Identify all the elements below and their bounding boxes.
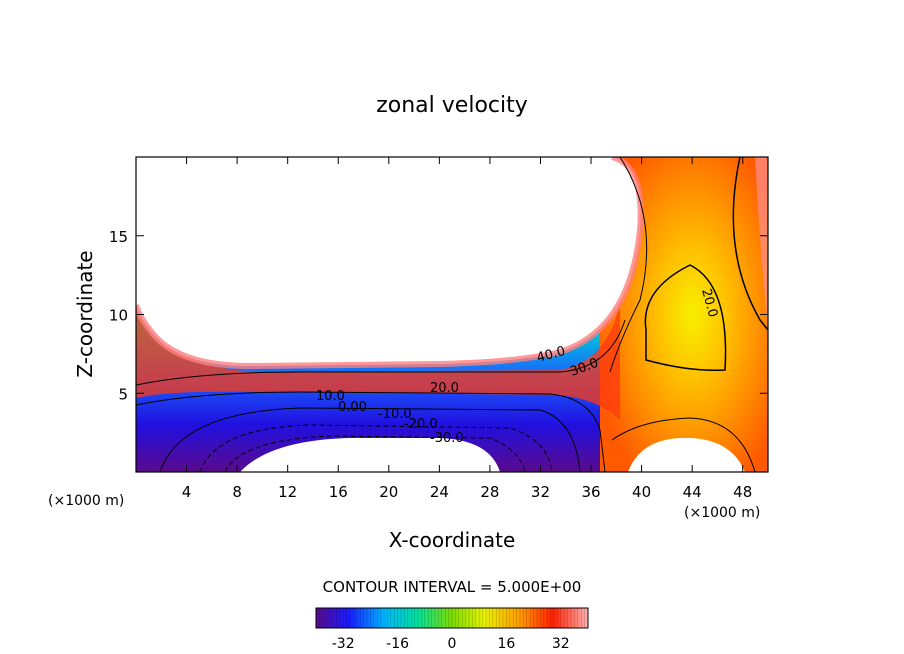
x-tick-label: 44: [683, 483, 702, 501]
colorbar-tick-label: -32: [332, 636, 355, 652]
contour-interval-text: CONTOUR INTERVAL = 5.000E+00: [323, 578, 582, 596]
x-tick-label: 36: [581, 483, 600, 501]
x-tick-label: 20: [379, 483, 398, 501]
x-unit-label-left: (×1000 m): [48, 493, 124, 509]
x-tick-label: 32: [531, 483, 550, 501]
colorbar-tick-label: 0: [448, 636, 457, 652]
x-tick-label: 40: [632, 483, 651, 501]
colorbar-tick-label: -16: [386, 636, 409, 652]
contour-label: 10.0: [316, 389, 345, 404]
colorbar-stripes: [319, 608, 585, 628]
contour-label: -20.0: [404, 417, 438, 432]
colorbar-tick-label: 32: [552, 636, 570, 652]
x-axis-title: X-coordinate: [389, 528, 516, 552]
x-tick-label: 8: [232, 483, 242, 501]
x-tick-label: 24: [430, 483, 449, 501]
colorbar-ticks: -32 -16 0 16 32: [332, 636, 570, 652]
bottom-center-mask: [240, 438, 500, 472]
contour-label: 40.0: [535, 344, 567, 366]
contour-label: -10.0: [378, 407, 412, 422]
bottom-right-mask: [628, 437, 745, 472]
y-tick-label: 10: [109, 307, 128, 325]
contour-label: 0.00: [338, 400, 367, 415]
contour-lines: [136, 157, 768, 472]
x-tick-label: 12: [278, 483, 297, 501]
y-tick-label: 15: [109, 228, 128, 246]
contour-field: 40.0 30.0 20.0 10.0 0.00 -10.0 -20.0 -30…: [136, 157, 768, 472]
mask-rim: [136, 157, 644, 370]
x-tick-label: 16: [329, 483, 348, 501]
x-tick-label: 28: [480, 483, 499, 501]
colorbar-tick-label: 16: [497, 636, 515, 652]
upper-mask: [136, 157, 641, 366]
contour-label: 20.0: [430, 381, 459, 396]
chart-title: zonal velocity: [376, 93, 528, 118]
warm-band: [136, 300, 620, 420]
contour-labels: 40.0 30.0 20.0 10.0 0.00 -10.0 -20.0 -30…: [316, 287, 720, 446]
y-axis: 5 10 15: [109, 228, 768, 403]
contour-label: -30.0: [430, 431, 464, 446]
contour-label: 20.0: [698, 287, 720, 319]
right-rim: [755, 157, 768, 330]
y-axis-title: Z-coordinate: [73, 250, 97, 377]
colorbar: [315, 607, 589, 629]
x-unit-label-right: (×1000 m): [684, 505, 760, 521]
y-tick-label: 5: [118, 385, 128, 403]
x-tick-label: 48: [733, 483, 752, 501]
x-tick-label: 4: [182, 483, 192, 501]
x-axis: 4 8 12 16 20 24 28 32 36 40 44 48: [182, 157, 752, 501]
